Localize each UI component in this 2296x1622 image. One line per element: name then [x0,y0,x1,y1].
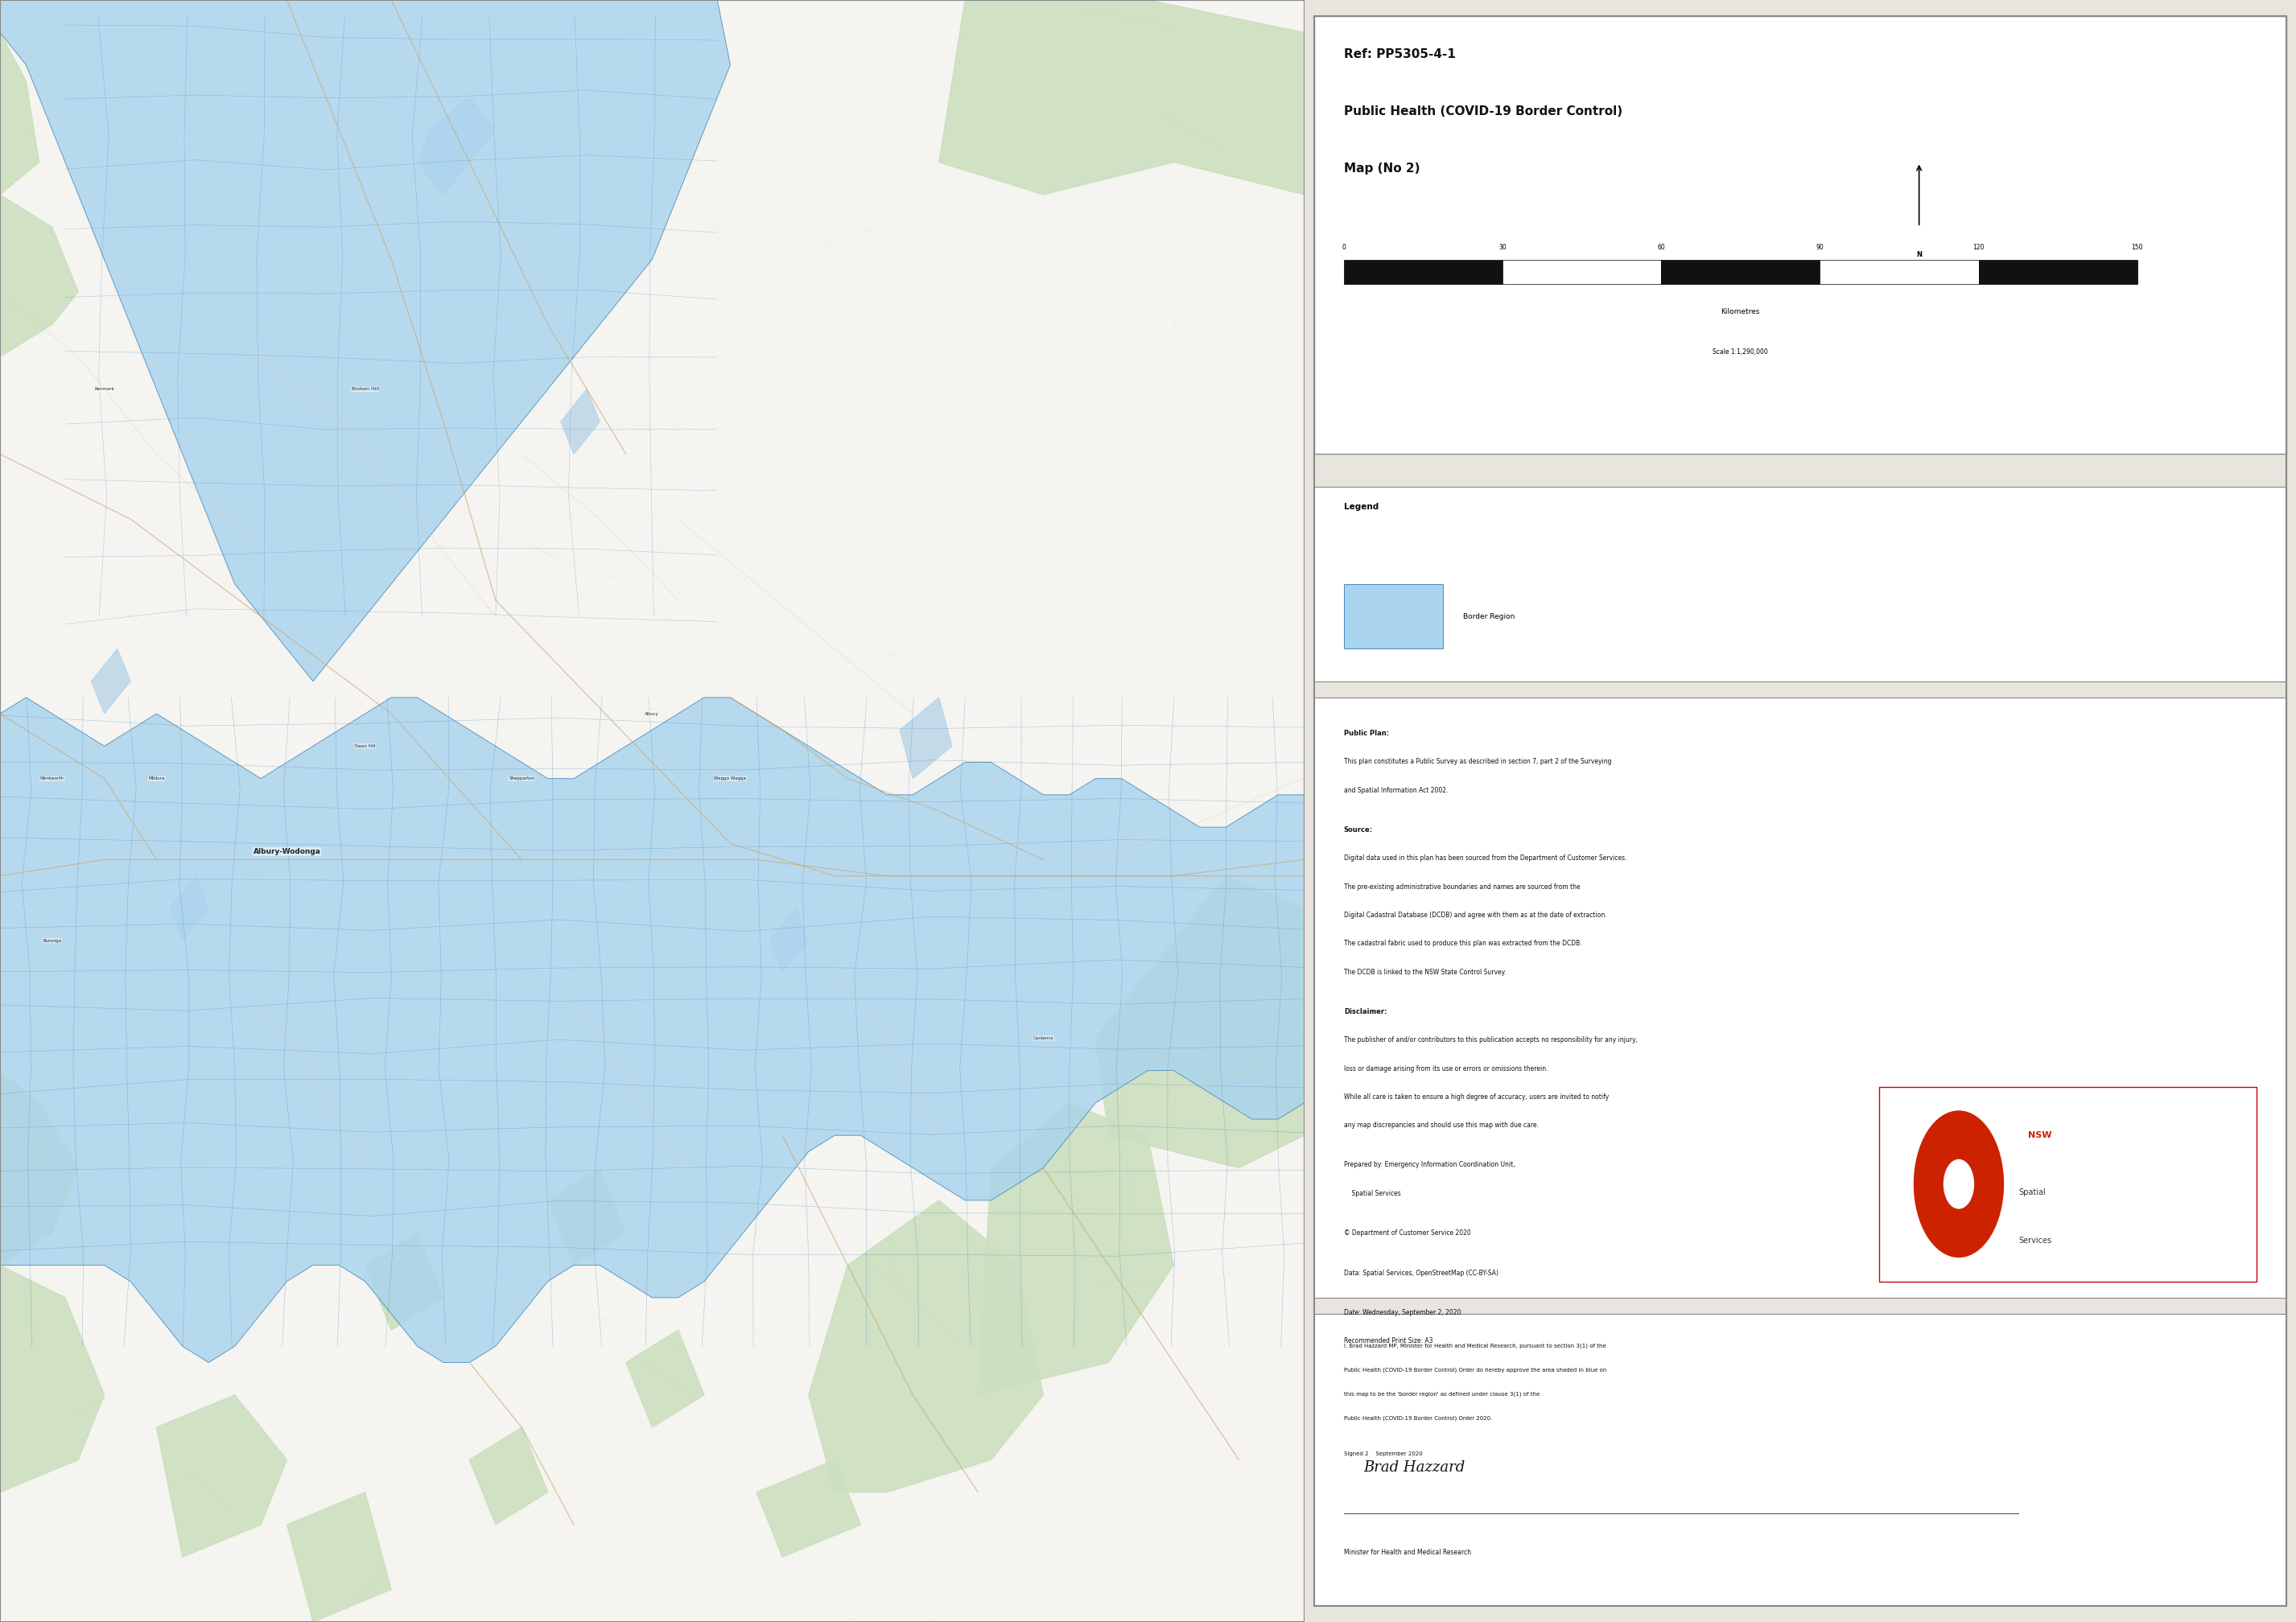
Text: The DCDB is linked to the NSW State Control Survey.: The DCDB is linked to the NSW State Cont… [1343,968,1506,975]
Bar [1313,697,2287,1298]
Text: NSW: NSW [2027,1132,2053,1139]
Text: Border Region: Border Region [1463,613,1515,620]
Bar [1313,16,2287,454]
Text: Swan Hill: Swan Hill [356,744,374,748]
Text: Source:: Source: [1343,827,1373,834]
Text: Albury: Albury [645,712,659,715]
Text: and Spatial Information Act 2002.: and Spatial Information Act 2002. [1343,787,1449,793]
Bar [1880,1087,2257,1281]
Text: Recommended Print Size: A3: Recommended Print Size: A3 [1343,1337,1433,1345]
Bar [1343,584,1442,649]
Circle shape [1915,1111,2004,1257]
Polygon shape [156,1395,287,1557]
Polygon shape [627,1330,705,1427]
Bar [1821,260,1979,284]
Polygon shape [900,697,953,779]
Text: Broken Hill: Broken Hill [351,388,379,391]
Text: Shepparton: Shepparton [510,777,535,780]
Text: Public Health (COVID-19 Border Control) Order do hereby approve the area shaded : Public Health (COVID-19 Border Control) … [1343,1367,1607,1372]
Text: any map discrepancies and should use this map with due care.: any map discrepancies and should use thi… [1343,1122,1538,1129]
Polygon shape [0,1071,78,1265]
Polygon shape [287,1492,390,1622]
Text: Public Plan:: Public Plan: [1343,730,1389,736]
Bar [1343,260,1502,284]
Text: Disclaimer:: Disclaimer: [1343,1009,1387,1015]
Polygon shape [755,1460,861,1557]
Circle shape [1945,1160,1975,1208]
Text: Digital data used in this plan has been sourced from the Department of Customer : Digital data used in this plan has been … [1343,855,1626,861]
Polygon shape [0,1265,103,1492]
Bar [1662,260,1821,284]
Polygon shape [769,908,808,973]
Text: I, Brad Hazzard MP, Minister for Health and Medical Research, pursuant to sectio: I, Brad Hazzard MP, Minister for Health … [1343,1343,1605,1348]
Text: Scale 1:1,290,000: Scale 1:1,290,000 [1713,349,1768,355]
Text: Digital Cadastral Database (DCDB) and agree with them as at the date of extracti: Digital Cadastral Database (DCDB) and ag… [1343,912,1607,918]
Text: Public Health (COVID-19 Border Control) Order 2020.: Public Health (COVID-19 Border Control) … [1343,1416,1492,1421]
Bar [1313,1314,2287,1606]
Text: While all care is taken to ensure a high degree of accuracy, users are invited t: While all care is taken to ensure a high… [1343,1093,1609,1100]
Bar [1979,260,2138,284]
Text: Canberra: Canberra [1033,1036,1054,1040]
Text: Wentworth: Wentworth [39,777,64,780]
Text: Brad Hazzard: Brad Hazzard [1364,1461,1465,1474]
Text: Public Health (COVID-19 Border Control): Public Health (COVID-19 Border Control) [1343,105,1623,117]
Polygon shape [549,1168,627,1265]
Text: Spatial: Spatial [2018,1189,2046,1195]
Text: this map to be the 'border region' as defined under clause 3(1) of the: this map to be the 'border region' as de… [1343,1392,1541,1397]
Text: Legend: Legend [1343,503,1378,511]
Text: N: N [1917,251,1922,258]
Polygon shape [978,1103,1173,1395]
Text: Kilometres: Kilometres [1722,308,1761,315]
Text: 90: 90 [1816,245,1823,251]
Text: Spatial Services: Spatial Services [1343,1191,1401,1197]
Polygon shape [939,0,1304,195]
Text: Albury-Wodonga: Albury-Wodonga [253,848,321,855]
Text: Wagga Wagga: Wagga Wagga [714,777,746,780]
Text: Map (No 2): Map (No 2) [1343,162,1419,174]
Text: Mildura: Mildura [149,777,165,780]
Text: 120: 120 [1972,245,1984,251]
Polygon shape [808,1200,1042,1492]
Text: loss or damage arising from its use or errors or omissions therein.: loss or damage arising from its use or e… [1343,1066,1548,1072]
Polygon shape [0,697,1304,1362]
Text: Renmark: Renmark [94,388,115,391]
Text: Data: Spatial Services, OpenStreetMap (CC-BY-SA): Data: Spatial Services, OpenStreetMap (C… [1343,1270,1499,1277]
Text: 60: 60 [1658,245,1665,251]
Polygon shape [170,876,209,941]
Text: Date: Wednesday, September 2, 2020: Date: Wednesday, September 2, 2020 [1343,1309,1460,1315]
Text: Minister for Health and Medical Research: Minister for Health and Medical Research [1343,1549,1472,1555]
Polygon shape [92,649,131,714]
Text: The publisher of and/or contributors to this publication accepts no responsibili: The publisher of and/or contributors to … [1343,1036,1637,1043]
Text: Buronga: Buronga [44,939,62,942]
Text: Signed 2    September 2020: Signed 2 September 2020 [1343,1452,1424,1457]
Polygon shape [1095,876,1304,1168]
Text: 0: 0 [1341,245,1345,251]
Polygon shape [560,389,599,454]
Polygon shape [0,195,78,357]
Polygon shape [0,0,730,681]
Bar [1313,487,2287,681]
Polygon shape [418,97,496,195]
Text: Prepared by: Emergency Information Coordination Unit,: Prepared by: Emergency Information Coord… [1343,1161,1515,1168]
Polygon shape [365,1233,443,1330]
Text: The cadastral fabric used to produce this plan was extracted from the DCDB.: The cadastral fabric used to produce thi… [1343,941,1582,947]
Polygon shape [0,32,39,195]
Text: 30: 30 [1499,245,1506,251]
Bar [1502,260,1662,284]
Text: Services: Services [2018,1238,2050,1244]
Text: The pre-existing administrative boundaries and names are sourced from the: The pre-existing administrative boundari… [1343,884,1580,890]
Polygon shape [468,1427,549,1525]
Text: Ref: PP5305-4-1: Ref: PP5305-4-1 [1343,49,1456,60]
Text: This plan constitutes a Public Survey as described in section 7, part 2 of the S: This plan constitutes a Public Survey as… [1343,759,1612,766]
Text: © Department of Customer Service 2020: © Department of Customer Service 2020 [1343,1229,1472,1236]
Text: 150: 150 [2131,245,2142,251]
